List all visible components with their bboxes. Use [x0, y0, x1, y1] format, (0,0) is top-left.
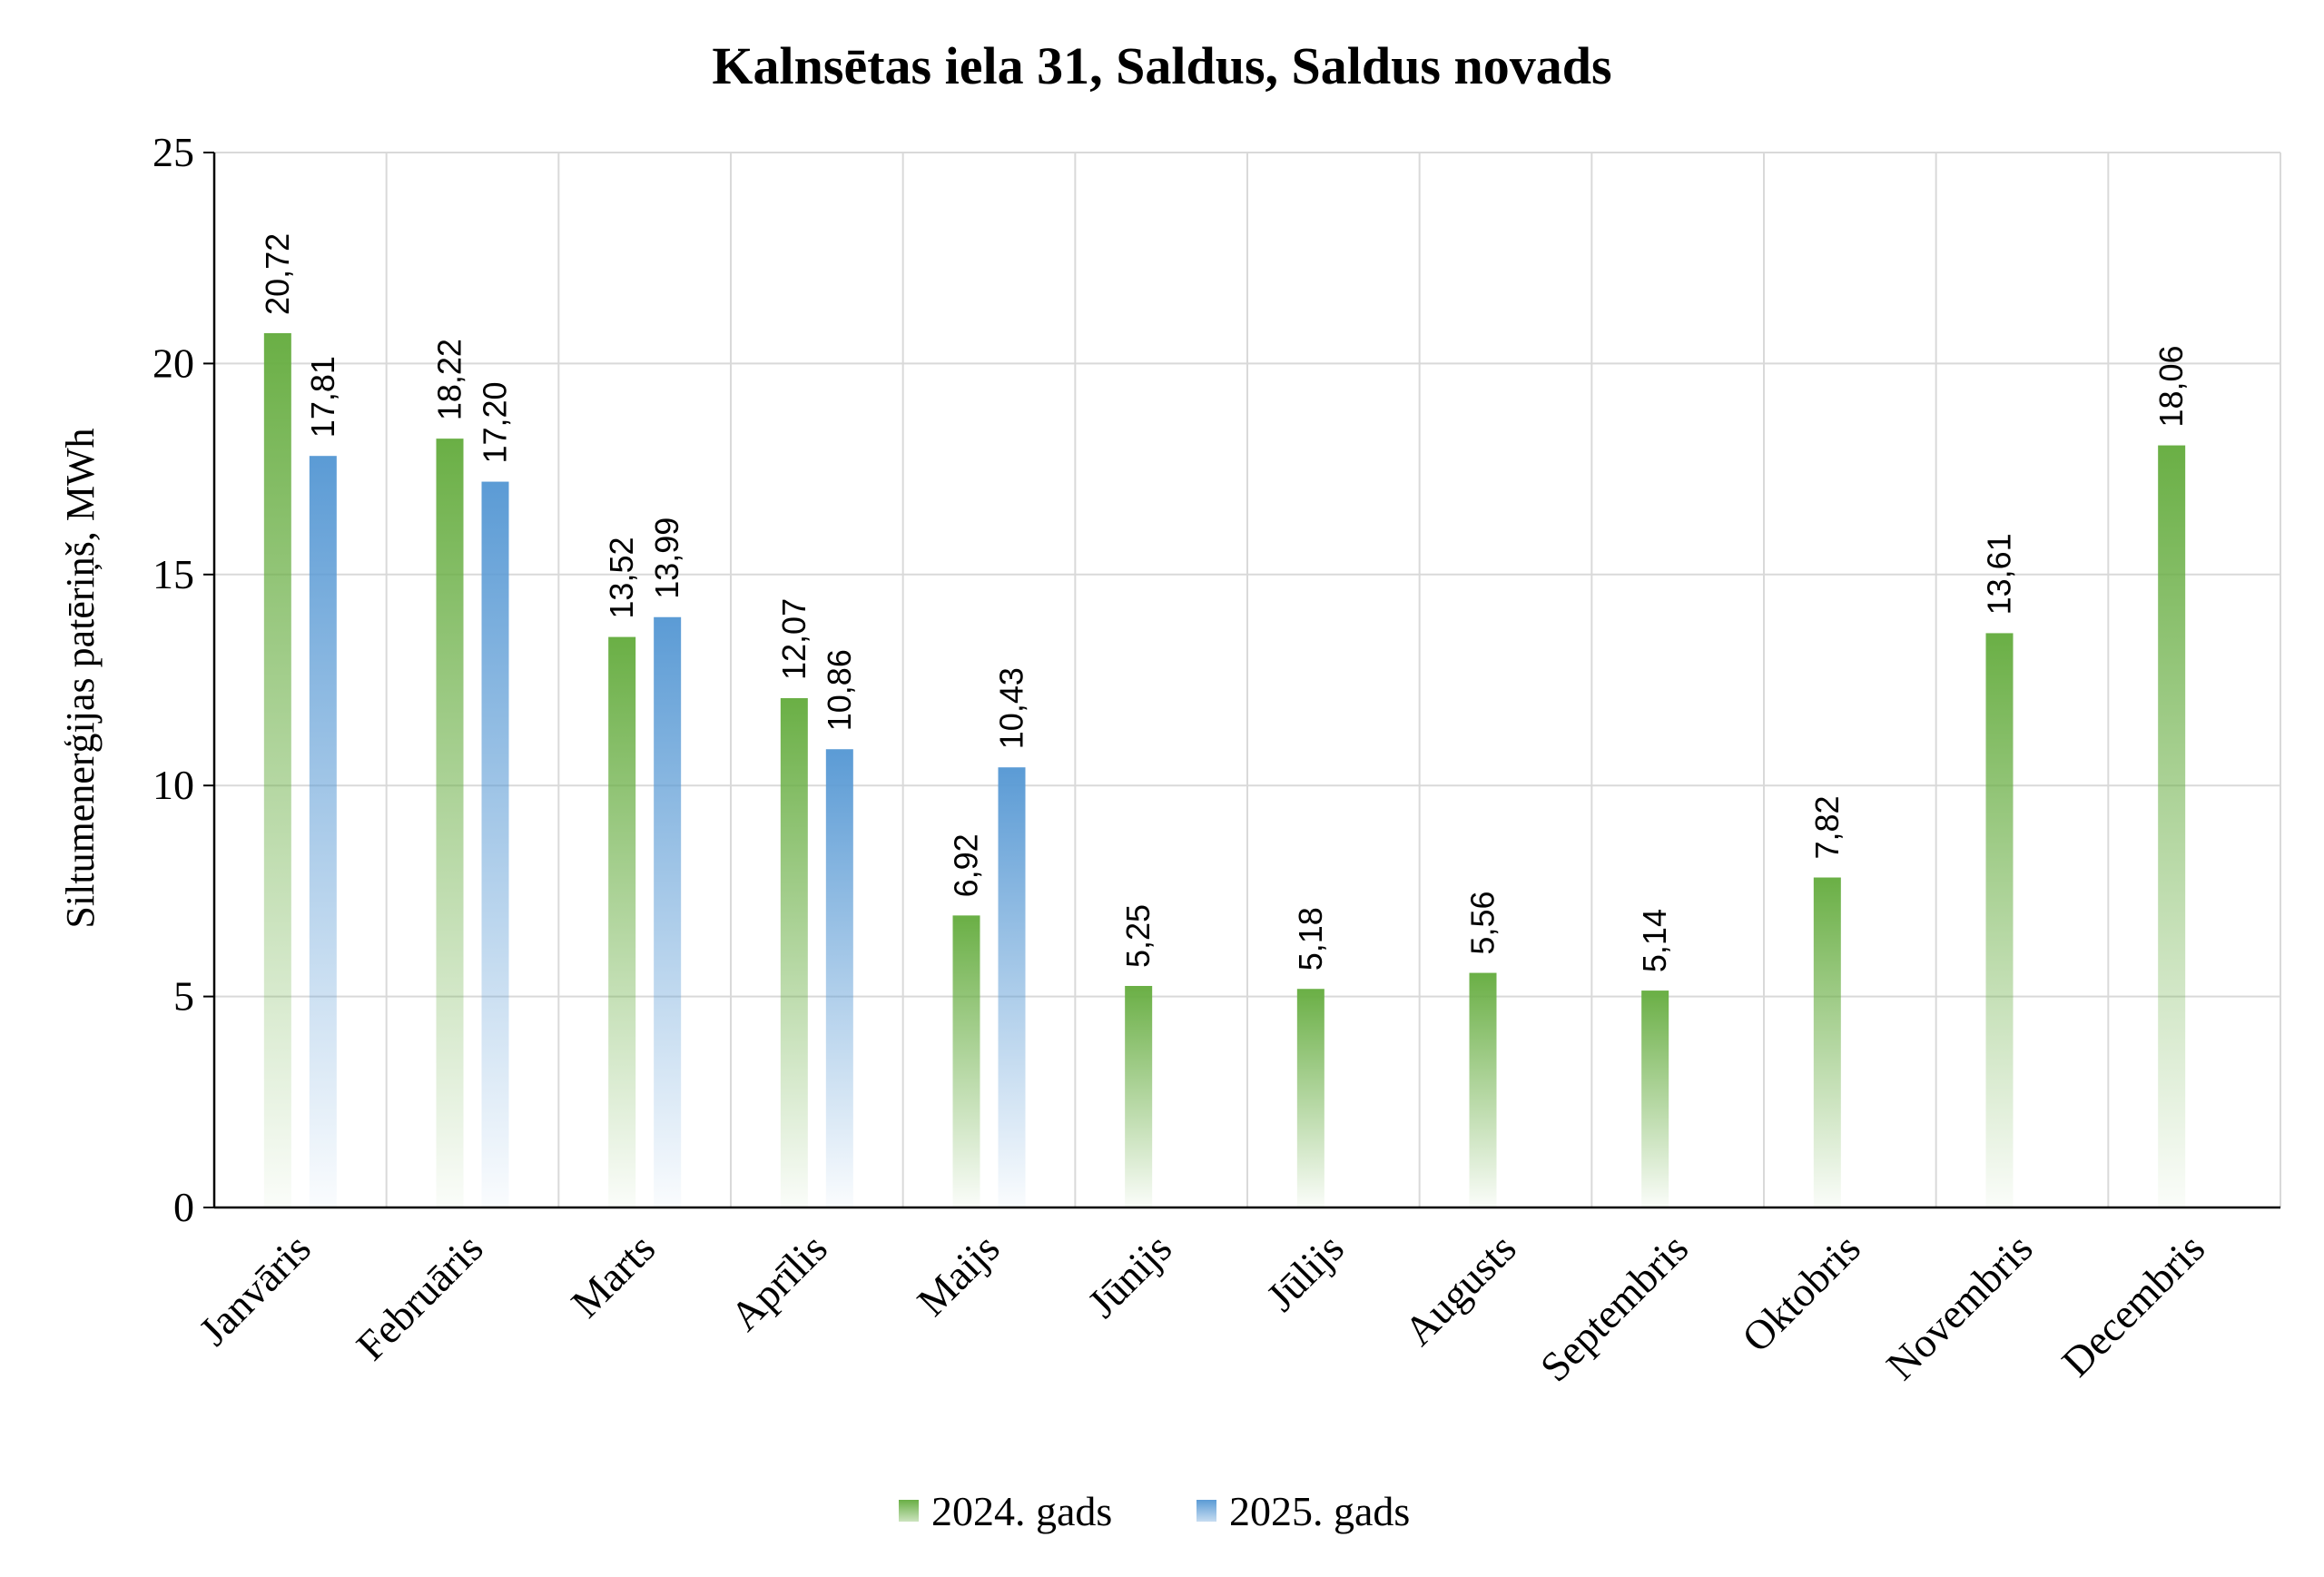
y-tick-label: 25	[153, 129, 194, 175]
bar-series-2024	[436, 439, 464, 1207]
bar-series-2024	[1641, 991, 1669, 1207]
bar-series-2025	[309, 456, 337, 1208]
bar-series-2024	[608, 636, 636, 1207]
y-axis-title: Siltumenerģijas patēriņš, MWh	[58, 428, 103, 928]
x-tick-label: Janvāris	[190, 1225, 320, 1355]
bar-series-2024	[1296, 989, 1324, 1207]
bar-series-2024	[2158, 445, 2186, 1208]
bar-series-2024	[1125, 985, 1153, 1207]
x-tick-label: Maijs	[908, 1225, 1008, 1325]
x-tick-label: Oktobris	[1733, 1225, 1869, 1361]
data-label: 17,20	[477, 381, 514, 463]
data-label: 5,18	[1292, 907, 1329, 971]
x-tick-label: Jūlijs	[1257, 1225, 1353, 1320]
data-label: 13,99	[648, 517, 685, 599]
data-label: 13,52	[603, 537, 640, 618]
bar-series-2024	[1813, 877, 1841, 1207]
data-label: 12,07	[775, 598, 812, 680]
y-tick-label: 0	[173, 1184, 194, 1230]
data-label: 18,22	[431, 339, 468, 420]
x-tick-label: Aprīlis	[721, 1225, 835, 1339]
bar-series-2024	[1985, 633, 2014, 1207]
data-label: 5,56	[1464, 891, 1502, 954]
legend: 2024. gads 2025. gads	[899, 1488, 1410, 1534]
data-label: 6,92	[948, 833, 985, 897]
bar-series-2025	[654, 616, 682, 1207]
data-label: 5,25	[1119, 904, 1157, 968]
y-tick-label: 20	[153, 340, 194, 386]
legend-label: 2025. gads	[1229, 1488, 1410, 1534]
data-label: 5,14	[1636, 909, 1673, 972]
data-label: 10,43	[993, 667, 1030, 749]
x-tick-label: Jūnijs	[1078, 1225, 1180, 1326]
data-label: 18,06	[2152, 345, 2190, 427]
legend-swatch	[899, 1500, 919, 1522]
legend-swatch	[1196, 1500, 1216, 1522]
data-label: 17,81	[304, 356, 341, 438]
bar-series-2024	[1469, 972, 1497, 1207]
y-tick-label: 5	[173, 973, 194, 1020]
data-label: 7,82	[1808, 795, 1846, 859]
bar-series-2024	[263, 332, 291, 1207]
x-tick-label: Augusts	[1395, 1225, 1525, 1355]
legend-label: 2024. gads	[931, 1488, 1112, 1534]
bar-series-2024	[952, 915, 980, 1207]
bar-series-2025	[481, 481, 509, 1207]
data-label: 20,72	[259, 233, 296, 315]
x-tick-label: Februāris	[348, 1225, 492, 1369]
x-tick-label: Marts	[562, 1225, 664, 1326]
y-tick-label: 15	[153, 551, 194, 597]
bar-series-2025	[998, 767, 1026, 1207]
chart-title: Kalnsētas iela 31, Saldus, Saldus novads	[712, 36, 1611, 95]
y-tick-label: 10	[153, 762, 194, 808]
bar-series-2024	[780, 697, 808, 1207]
grid	[214, 152, 2281, 1207]
data-label: 13,61	[1981, 533, 2018, 615]
x-tick-label: Decembris	[2053, 1225, 2213, 1385]
bars	[263, 332, 2186, 1208]
x-tick-label: Novembris	[1877, 1225, 2042, 1389]
axes: 0 5 10 15 20 25 Janvāris Februāris Marts Aprīlis M…	[153, 129, 2280, 1390]
data-label: 10,86	[821, 649, 858, 731]
bar-series-2025	[825, 749, 853, 1207]
x-tick-label: Septembris	[1531, 1225, 1697, 1390]
